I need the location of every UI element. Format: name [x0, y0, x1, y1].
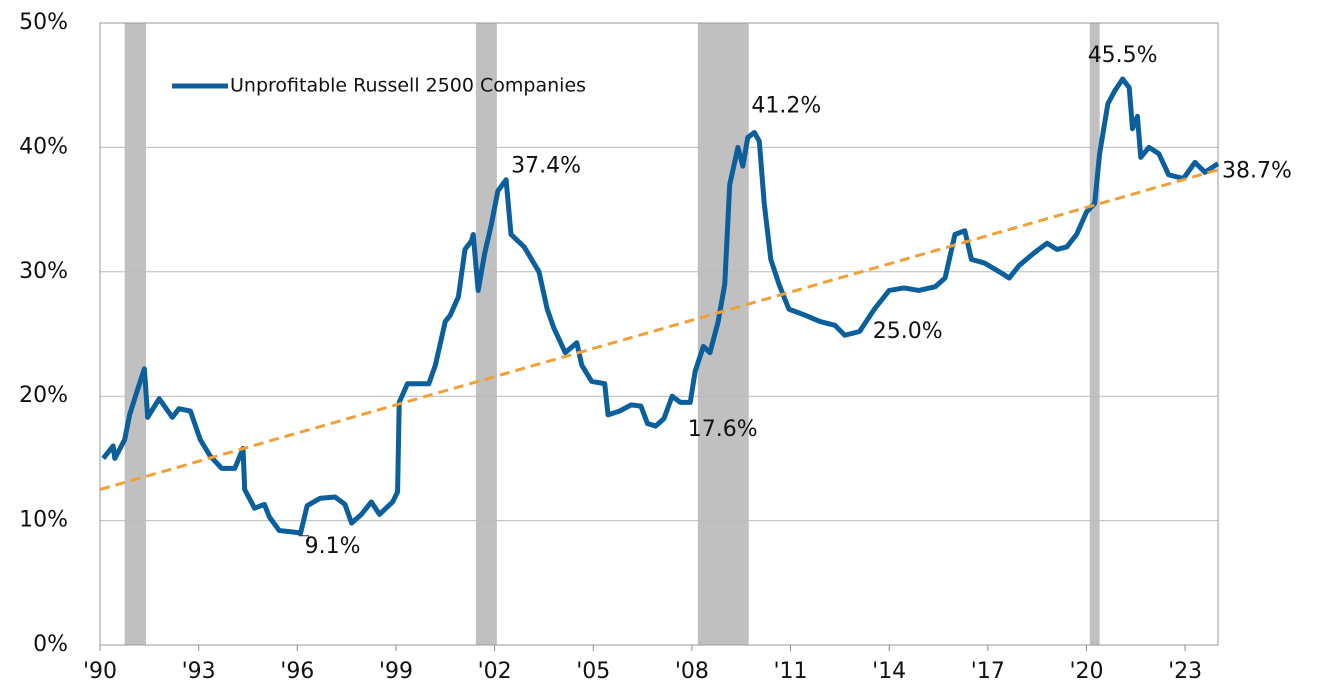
x-tick-label: '14 — [872, 659, 906, 684]
trend-line — [99, 168, 1219, 491]
x-tick-label: '93 — [182, 659, 216, 684]
data-line — [101, 76, 1220, 536]
annotation: 25.0% — [873, 319, 943, 344]
y-tick-label: 20% — [19, 383, 68, 408]
annotation: 45.5% — [1088, 43, 1158, 68]
x-tick-label: '02 — [478, 659, 512, 684]
x-tick-label: '23 — [1168, 659, 1202, 684]
y-tick-label: 40% — [19, 134, 68, 159]
annotation: 17.6% — [688, 417, 758, 442]
y-tick-label: 30% — [19, 259, 68, 284]
recession-band — [475, 23, 497, 645]
x-tick-label: '20 — [1069, 659, 1103, 684]
x-tick-label: '11 — [774, 659, 808, 684]
x-tick-label: '90 — [83, 659, 117, 684]
y-tick-label: 0% — [33, 632, 68, 657]
annotation: 41.2% — [751, 93, 821, 118]
annotation: 38.7% — [1222, 159, 1292, 184]
plot-border — [99, 22, 1219, 646]
x-tick-label: '96 — [280, 659, 314, 684]
y-tick-label: 50% — [19, 10, 68, 35]
legend-label: Unprofitable Russell 2500 Companies — [230, 75, 586, 97]
x-tick-label: '99 — [379, 659, 413, 684]
annotation: 37.4% — [511, 154, 581, 179]
y-tick-label: 10% — [19, 508, 68, 533]
annotation: 9.1% — [305, 534, 361, 559]
recession-band — [124, 23, 147, 645]
x-tick-label: '17 — [971, 659, 1005, 684]
recession-band — [697, 23, 749, 645]
x-tick-label: '05 — [576, 659, 610, 684]
recession-band — [1089, 23, 1100, 645]
x-tick-label: '08 — [675, 659, 709, 684]
annotation-leader — [298, 535, 310, 542]
